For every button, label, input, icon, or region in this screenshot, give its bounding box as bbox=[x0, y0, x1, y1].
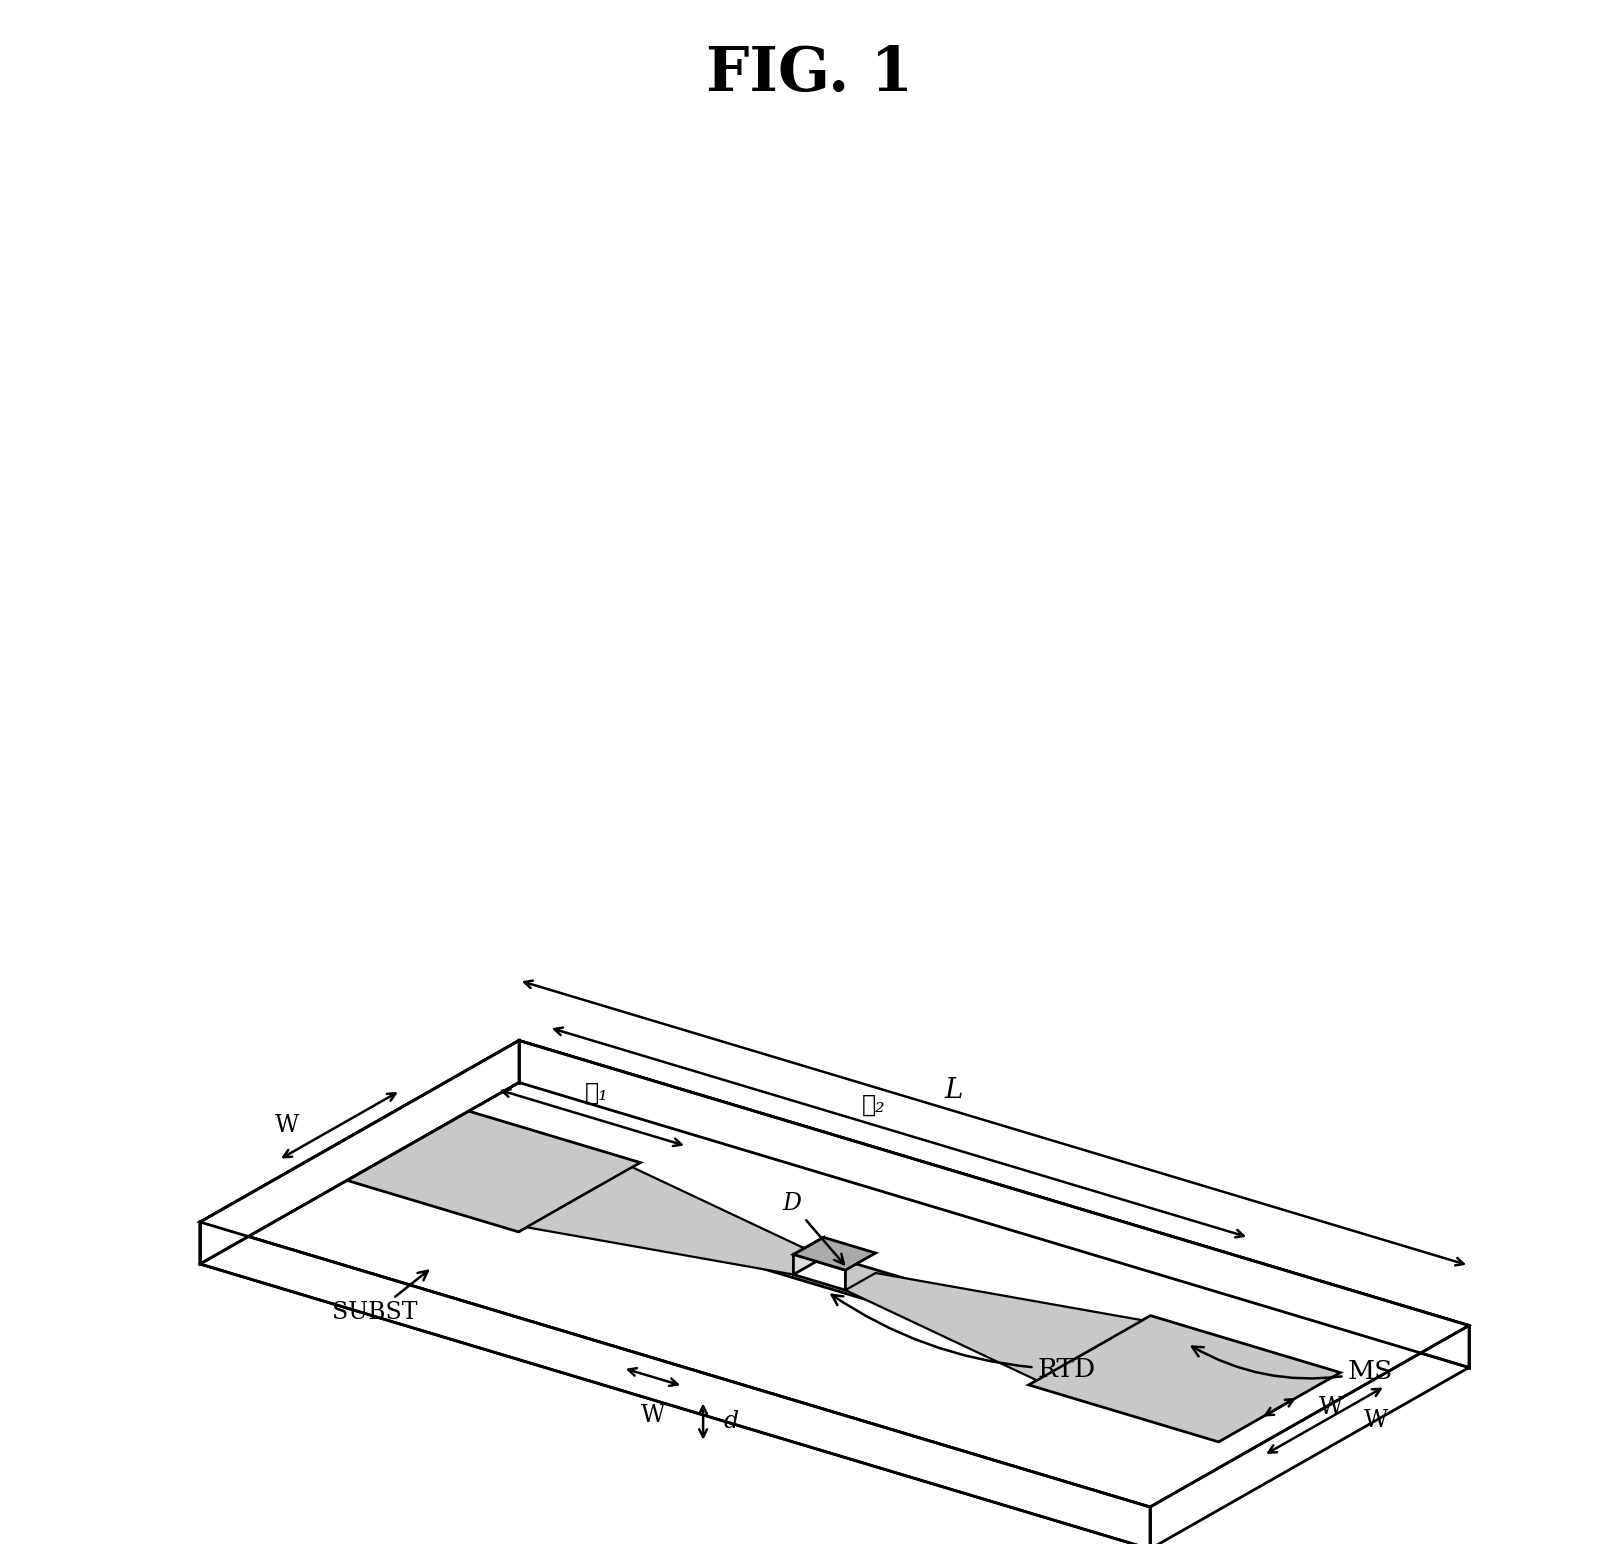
Text: W: W bbox=[1319, 1396, 1343, 1419]
Text: ℓ₂: ℓ₂ bbox=[863, 1095, 886, 1116]
Text: MS: MS bbox=[1192, 1346, 1392, 1383]
Polygon shape bbox=[845, 1272, 1142, 1380]
Text: SUBST: SUBST bbox=[333, 1271, 428, 1325]
Text: W: W bbox=[1364, 1410, 1388, 1433]
Polygon shape bbox=[329, 1106, 641, 1232]
Polygon shape bbox=[200, 1041, 519, 1265]
Polygon shape bbox=[1028, 1315, 1340, 1442]
Polygon shape bbox=[793, 1255, 845, 1291]
Text: L: L bbox=[944, 1078, 963, 1104]
Polygon shape bbox=[519, 1041, 1470, 1368]
Text: FIG. 1: FIG. 1 bbox=[707, 43, 913, 103]
Polygon shape bbox=[793, 1237, 876, 1271]
Text: d: d bbox=[723, 1410, 738, 1433]
Text: ℓ₁: ℓ₁ bbox=[586, 1082, 608, 1106]
Polygon shape bbox=[793, 1237, 824, 1274]
Polygon shape bbox=[561, 1186, 1108, 1360]
Polygon shape bbox=[200, 1221, 1150, 1544]
Text: D: D bbox=[782, 1192, 843, 1265]
Text: RTD: RTD bbox=[832, 1295, 1095, 1382]
Polygon shape bbox=[200, 1041, 1470, 1507]
Text: W: W bbox=[276, 1113, 300, 1136]
Text: W: W bbox=[641, 1403, 665, 1427]
Polygon shape bbox=[527, 1167, 824, 1274]
